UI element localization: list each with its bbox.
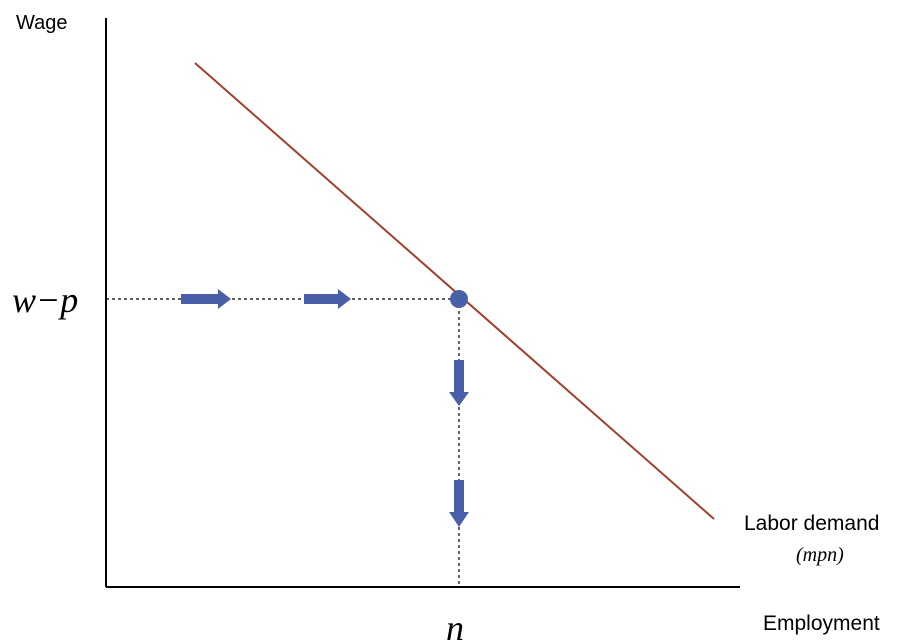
curve-formula-label: (mpn) <box>796 544 844 566</box>
equilibrium-point <box>450 290 468 308</box>
right-arrow-icon <box>181 289 231 309</box>
x-axis-label: Employment <box>763 612 880 635</box>
down-arrow-icon <box>449 360 469 406</box>
down-arrow-icon <box>449 480 469 527</box>
y-axis-label: Wage <box>16 12 68 34</box>
right-arrow-icon <box>304 289 351 309</box>
wage-level-label: w−p <box>12 280 78 320</box>
employment-level-label: n <box>446 608 464 643</box>
labor-demand-curve <box>194 62 715 520</box>
curve-name-label: Labor demand <box>744 512 879 535</box>
